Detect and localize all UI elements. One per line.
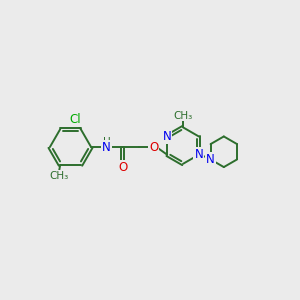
Text: Cl: Cl [70,113,81,126]
Text: O: O [149,141,158,154]
Text: O: O [118,161,127,174]
Text: CH₃: CH₃ [49,171,68,181]
Text: N: N [206,153,215,166]
Text: N: N [102,141,111,154]
Text: N: N [163,130,172,143]
Text: CH₃: CH₃ [173,110,193,121]
Text: N: N [194,148,203,161]
Text: H: H [103,137,110,147]
